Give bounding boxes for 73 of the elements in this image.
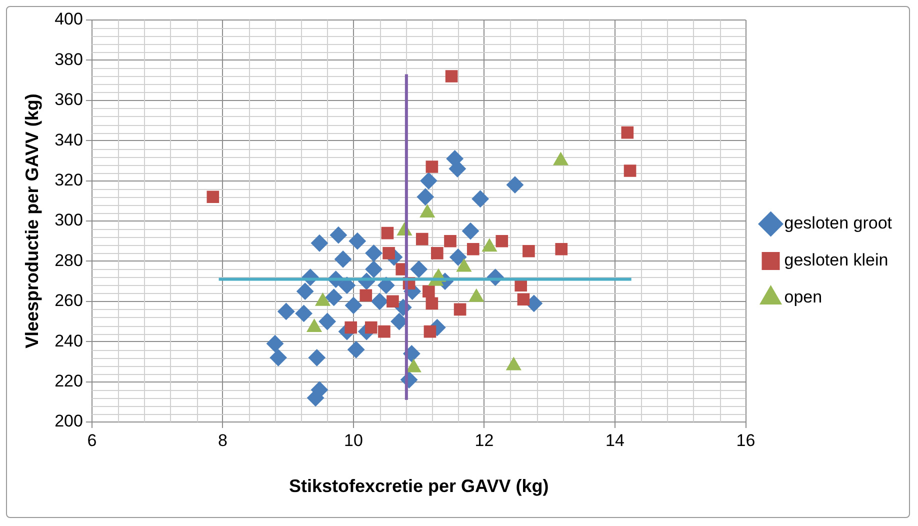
y-tick-label: 260 (54, 291, 83, 310)
point (426, 297, 438, 310)
point (308, 349, 326, 366)
x-tick-label: 6 (87, 430, 97, 450)
point (522, 244, 535, 258)
point (496, 234, 508, 248)
point (378, 276, 395, 294)
y-tick-label: 380 (54, 50, 83, 69)
point (365, 244, 382, 262)
point (426, 160, 438, 173)
point (621, 126, 634, 139)
y-tick-label: 220 (54, 371, 83, 390)
point (450, 248, 467, 266)
x-tick-label: 8 (218, 430, 228, 450)
point (525, 294, 542, 312)
legend-label: gesloten klein (784, 250, 888, 270)
point (462, 222, 480, 240)
y-tick-label: 240 (54, 331, 83, 350)
x-tick-label: 16 (736, 430, 756, 450)
y-tick-label: 300 (54, 210, 83, 230)
point (348, 232, 366, 250)
legend-label: gesloten groot (784, 214, 892, 233)
point (555, 242, 568, 256)
point (472, 190, 489, 208)
point (431, 247, 444, 260)
point (466, 242, 480, 256)
point (296, 282, 314, 300)
point (344, 296, 362, 314)
point (420, 172, 438, 190)
point (506, 176, 524, 194)
legend-label: open (784, 288, 822, 307)
point (206, 190, 220, 204)
point (624, 164, 636, 177)
point (344, 321, 358, 334)
x-tick-label: 14 (606, 430, 624, 450)
point (348, 341, 365, 358)
point (386, 295, 399, 308)
point (444, 234, 456, 248)
point (295, 304, 312, 322)
point (378, 325, 390, 338)
point (371, 292, 388, 310)
point (416, 232, 428, 246)
y-tick-label: 340 (54, 130, 83, 150)
point (454, 303, 466, 316)
point (360, 289, 372, 302)
point (318, 313, 336, 330)
y-tick-label: 280 (54, 250, 83, 270)
point (517, 293, 530, 306)
point (330, 226, 347, 244)
point (364, 321, 378, 334)
point (445, 70, 458, 82)
point (270, 349, 287, 366)
point (278, 302, 295, 320)
y-tick-label: 360 (54, 90, 83, 110)
x-tick-label: 12 (474, 430, 494, 450)
point (410, 260, 428, 278)
y-tick-label: 400 (54, 10, 83, 29)
y-tick-label: 320 (54, 170, 83, 190)
y-tick-label: 200 (54, 412, 83, 431)
y-axis-title: Vleesproductie per GAVV (kg) (22, 94, 42, 348)
point (365, 260, 382, 278)
point (334, 250, 352, 268)
point (310, 234, 328, 252)
point (325, 288, 342, 306)
x-tick-label: 10 (344, 430, 363, 450)
point (381, 226, 394, 240)
point (416, 188, 434, 206)
point (266, 335, 284, 352)
x-axis-title: Stikstofexcretie per GAVV (kg) (288, 476, 549, 496)
point (424, 325, 436, 338)
point (390, 313, 408, 330)
point (448, 160, 466, 178)
point (422, 285, 435, 298)
